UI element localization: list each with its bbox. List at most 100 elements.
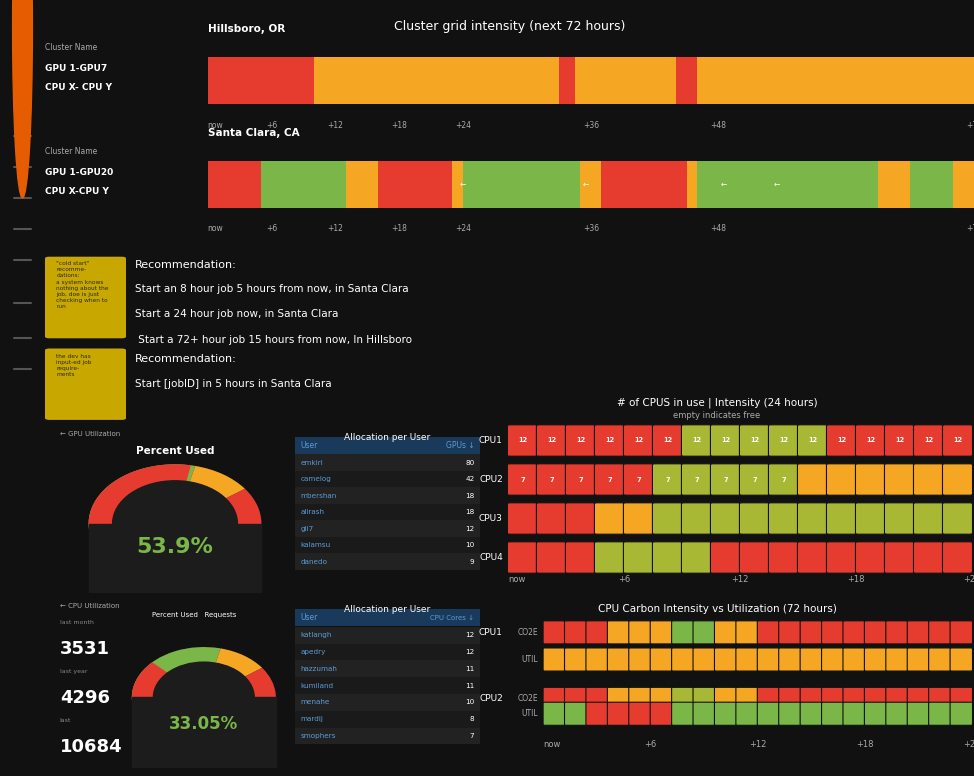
FancyBboxPatch shape [565,621,587,644]
FancyBboxPatch shape [758,688,780,710]
FancyBboxPatch shape [928,702,951,726]
Text: 12: 12 [546,438,556,444]
FancyBboxPatch shape [507,542,538,573]
FancyBboxPatch shape [827,503,856,534]
Wedge shape [89,464,195,566]
FancyBboxPatch shape [928,648,951,671]
FancyBboxPatch shape [943,424,972,456]
Text: last: last [59,718,71,722]
Text: emkiri: emkiri [301,459,323,466]
Text: katlangh: katlangh [301,632,332,639]
Text: +72: +72 [966,224,974,233]
Bar [261,161,346,208]
FancyBboxPatch shape [914,464,944,495]
FancyBboxPatch shape [950,648,972,671]
Bar [131,698,276,768]
FancyBboxPatch shape [885,688,908,710]
FancyBboxPatch shape [950,688,972,710]
Text: the dev has
input-ed job
require-
ments: the dev has input-ed job require- ments [56,354,92,377]
FancyBboxPatch shape [565,542,595,573]
Bar [295,437,480,454]
FancyBboxPatch shape [594,464,624,495]
FancyBboxPatch shape [651,621,673,644]
Wedge shape [131,647,276,733]
Text: User: User [301,441,318,450]
FancyBboxPatch shape [565,648,587,671]
FancyBboxPatch shape [629,688,652,710]
Text: 11: 11 [466,666,474,672]
FancyBboxPatch shape [537,464,567,495]
FancyBboxPatch shape [710,424,740,456]
FancyBboxPatch shape [778,648,802,671]
Text: 12: 12 [953,438,962,444]
Text: ←: ← [774,180,780,189]
FancyBboxPatch shape [864,688,887,710]
FancyBboxPatch shape [651,688,673,710]
FancyBboxPatch shape [586,648,609,671]
FancyBboxPatch shape [864,621,887,644]
Text: 80: 80 [466,459,474,466]
Text: 7: 7 [665,476,670,483]
Text: 3531: 3531 [59,640,110,658]
Text: Recommendation:: Recommendation: [135,354,237,364]
FancyBboxPatch shape [758,621,780,644]
FancyBboxPatch shape [768,542,799,573]
Text: GPU 1-GPU7: GPU 1-GPU7 [45,64,107,74]
FancyBboxPatch shape [855,464,885,495]
FancyBboxPatch shape [653,503,683,534]
Text: +12: +12 [327,121,343,130]
Bar [295,487,480,504]
Text: 12: 12 [807,438,817,444]
FancyBboxPatch shape [651,702,673,726]
FancyBboxPatch shape [672,648,694,671]
FancyBboxPatch shape [608,621,630,644]
Text: Cluster grid intensity (next 72 hours): Cluster grid intensity (next 72 hours) [393,19,625,33]
Bar [295,677,480,694]
FancyBboxPatch shape [798,424,828,456]
FancyBboxPatch shape [855,424,885,456]
FancyBboxPatch shape [629,621,652,644]
Text: kumiland: kumiland [301,683,334,688]
FancyBboxPatch shape [907,621,929,644]
FancyBboxPatch shape [672,621,694,644]
Text: # of CPUS in use | Intensity (24 hours): # of CPUS in use | Intensity (24 hours) [617,397,817,407]
Text: +6: +6 [645,740,656,749]
FancyBboxPatch shape [565,688,587,710]
Text: +18: +18 [392,224,407,233]
Bar [295,609,480,626]
FancyBboxPatch shape [855,542,885,573]
FancyBboxPatch shape [710,464,740,495]
FancyBboxPatch shape [843,702,866,726]
Text: 7: 7 [549,476,554,483]
Text: Start [jobID] in 5 hours in Santa Clara: Start [jobID] in 5 hours in Santa Clara [135,379,331,389]
Bar [346,161,378,208]
Text: now: now [207,224,223,233]
Bar [910,161,953,208]
Text: kalamsu: kalamsu [301,542,331,548]
Text: 7: 7 [723,476,728,483]
FancyBboxPatch shape [798,464,828,495]
FancyBboxPatch shape [827,542,856,573]
FancyBboxPatch shape [608,702,630,726]
Text: 7: 7 [781,476,786,483]
Text: mardij: mardij [301,716,323,722]
Text: "cold start"
recomme-
dations:
a system knows
nothing about the
job, doe is just: "cold start" recomme- dations: a system … [56,261,109,310]
Text: Recommendation:: Recommendation: [135,260,237,270]
Text: ← CPU Utilization: ← CPU Utilization [59,604,120,609]
FancyBboxPatch shape [543,648,566,671]
FancyBboxPatch shape [543,702,566,726]
Text: +6: +6 [266,121,277,130]
Bar [575,57,676,104]
Text: +18: +18 [392,121,407,130]
FancyBboxPatch shape [586,621,609,644]
FancyBboxPatch shape [885,702,908,726]
FancyBboxPatch shape [843,621,866,644]
Text: last month: last month [59,620,94,625]
Bar [953,161,974,208]
Text: Hillsboro, OR: Hillsboro, OR [207,24,284,34]
Text: ←: ← [582,180,588,189]
FancyBboxPatch shape [768,424,799,456]
Text: 12: 12 [750,438,759,444]
Text: alirash: alirash [301,509,324,515]
FancyBboxPatch shape [827,424,856,456]
